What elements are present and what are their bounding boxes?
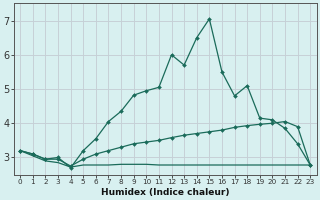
X-axis label: Humidex (Indice chaleur): Humidex (Indice chaleur) [101, 188, 229, 197]
